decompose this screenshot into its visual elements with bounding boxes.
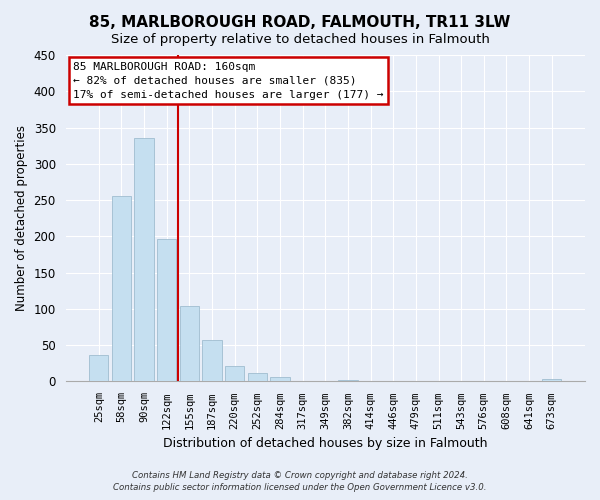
Bar xyxy=(180,306,199,382)
Y-axis label: Number of detached properties: Number of detached properties xyxy=(15,125,28,311)
Bar xyxy=(112,196,131,382)
Bar xyxy=(406,380,425,382)
Text: Size of property relative to detached houses in Falmouth: Size of property relative to detached ho… xyxy=(110,32,490,46)
Text: 85, MARLBOROUGH ROAD, FALMOUTH, TR11 3LW: 85, MARLBOROUGH ROAD, FALMOUTH, TR11 3LW xyxy=(89,15,511,30)
X-axis label: Distribution of detached houses by size in Falmouth: Distribution of detached houses by size … xyxy=(163,437,488,450)
Bar xyxy=(225,366,244,382)
Bar xyxy=(134,138,154,382)
Bar xyxy=(248,374,267,382)
Text: 85 MARLBOROUGH ROAD: 160sqm
← 82% of detached houses are smaller (835)
17% of se: 85 MARLBOROUGH ROAD: 160sqm ← 82% of det… xyxy=(73,62,384,100)
Bar xyxy=(157,238,176,382)
Bar xyxy=(202,340,221,382)
Bar xyxy=(89,356,109,382)
Bar xyxy=(338,380,358,382)
Bar xyxy=(542,380,562,382)
Bar xyxy=(271,377,290,382)
Text: Contains HM Land Registry data © Crown copyright and database right 2024.
Contai: Contains HM Land Registry data © Crown c… xyxy=(113,471,487,492)
